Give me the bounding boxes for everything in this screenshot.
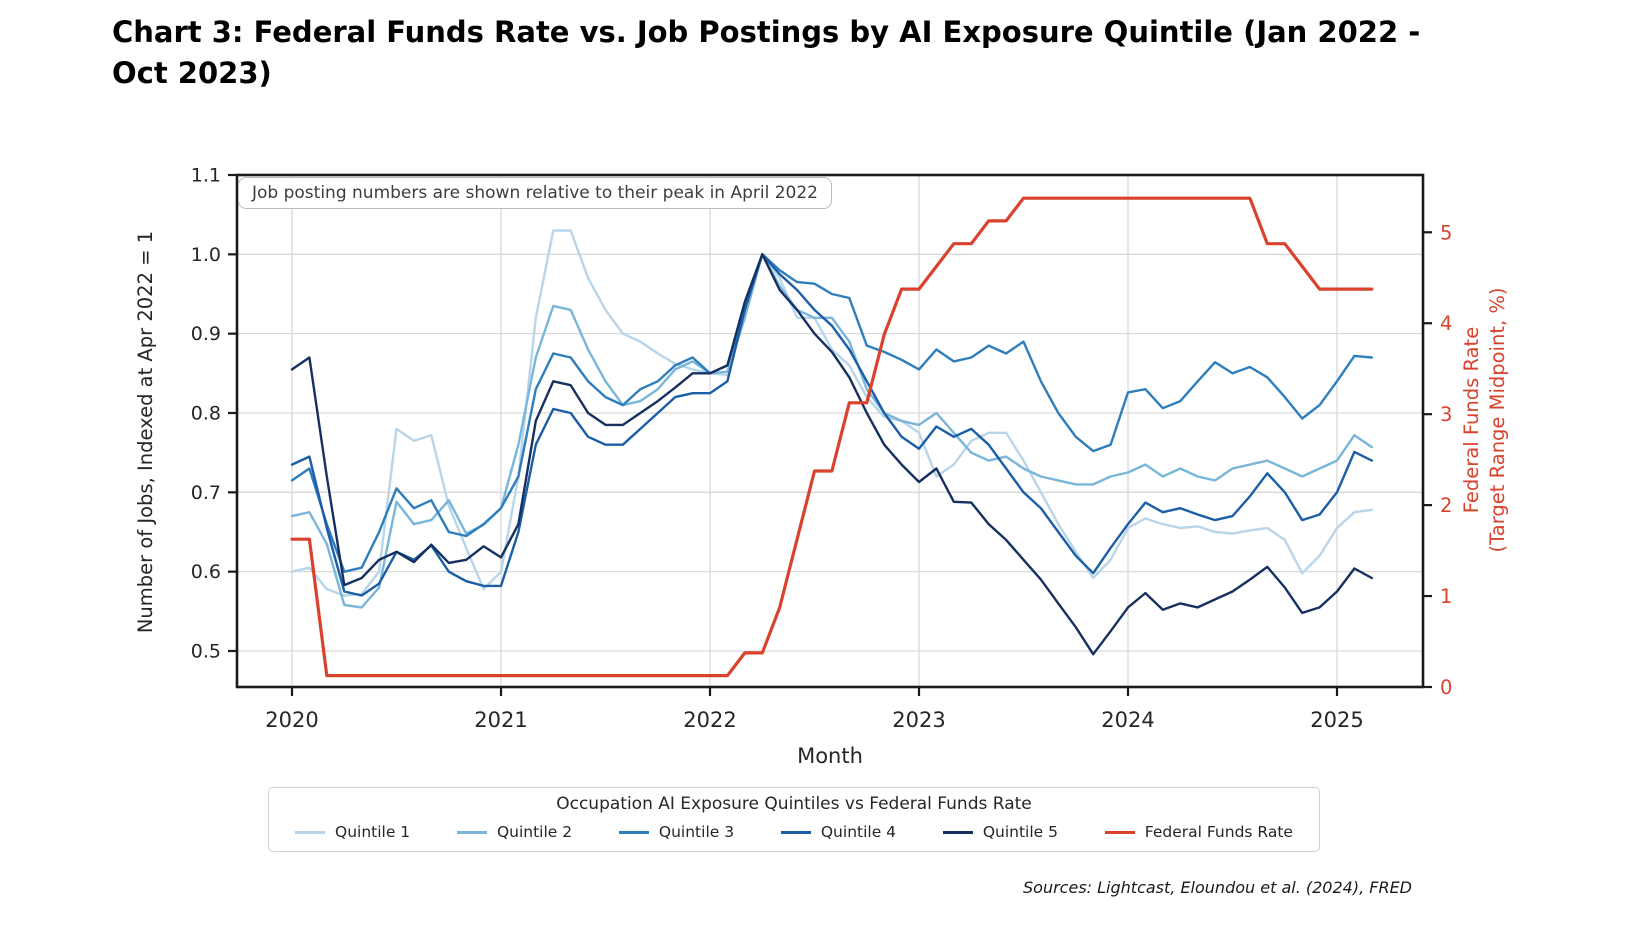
tick-label-right: 1 xyxy=(1440,585,1452,608)
tick-label-left: 0.9 xyxy=(191,323,221,345)
tick-label-right: 0 xyxy=(1440,676,1452,699)
legend-item-quintile-2: Quintile 2 xyxy=(456,823,573,841)
series-line-quintile-5 xyxy=(290,253,1374,656)
legend-swatch-quintile-3 xyxy=(618,830,649,834)
tick-label-left: 0.6 xyxy=(191,561,221,583)
tick-label-year: 2021 xyxy=(474,708,527,732)
annotation-box: Job posting numbers are shown relative t… xyxy=(238,177,832,209)
legend-label-quintile-4: Quintile 4 xyxy=(820,823,897,841)
y-axis-label-right: Federal Funds Rate (Target Range Midpoin… xyxy=(1459,120,1511,720)
legend-label-quintile-1: Quintile 1 xyxy=(335,823,411,841)
tick-label-year: 2024 xyxy=(1101,708,1154,732)
tick-label-right: 4 xyxy=(1440,312,1452,335)
annotation-text: Job posting numbers are shown relative t… xyxy=(252,183,818,203)
legend-label-quintile-5: Quintile 5 xyxy=(982,823,1058,841)
page-title: Chart 3: Federal Funds Rate vs. Job Post… xyxy=(112,15,1421,90)
series-line-federal-funds-rate xyxy=(290,196,1374,678)
legend-swatch-quintile-2 xyxy=(456,830,487,834)
tick-label-year: 2020 xyxy=(265,708,318,732)
sources-note: Sources: Lightcast, Eloundou et al. (202… xyxy=(1023,878,1412,897)
x-axis-label: Month xyxy=(797,744,863,768)
tick-label-year: 2022 xyxy=(683,708,736,732)
plot-border xyxy=(235,173,1425,689)
legend-item-quintile-3: Quintile 3 xyxy=(618,823,735,841)
legend-items: Quintile 1 Quintile 2 Quintile 3 Quintile 4… xyxy=(269,823,1319,841)
y-axis-label-right-line2: (Target Range Midpoint, %) xyxy=(1486,287,1509,553)
series-line-quintile-2 xyxy=(290,253,1374,609)
legend-title: Occupation AI Exposure Quintiles vs Fede… xyxy=(556,794,1032,814)
legend-label-quintile-3: Quintile 3 xyxy=(658,823,735,841)
tick-label-left: 0.5 xyxy=(191,640,221,662)
legend-swatch-quintile-1 xyxy=(295,830,325,834)
legend-item-federal-funds-rate: Federal Funds Rate xyxy=(1104,823,1293,841)
y-axis-label-right-line1: Federal Funds Rate xyxy=(1460,326,1483,514)
legend-label-federal-funds-rate: Federal Funds Rate xyxy=(1144,823,1293,841)
legend: Occupation AI Exposure Quintiles vs Fede… xyxy=(268,787,1320,852)
tick-label-right: 3 xyxy=(1440,403,1452,426)
legend-swatch-quintile-4 xyxy=(780,830,811,834)
legend-swatch-quintile-5 xyxy=(942,830,973,834)
tick-label-left: 0.8 xyxy=(191,402,221,424)
tick-label-right: 5 xyxy=(1440,221,1452,244)
tick-label-right: 2 xyxy=(1440,494,1452,517)
tick-label-year: 2025 xyxy=(1310,708,1363,732)
legend-label-quintile-2: Quintile 2 xyxy=(496,823,573,841)
series-line-quintile-1 xyxy=(290,229,1374,597)
series-line-quintile-4 xyxy=(290,253,1374,597)
tick-label-left: 1.1 xyxy=(191,165,221,187)
series-line-quintile-3 xyxy=(290,253,1374,573)
legend-item-quintile-4: Quintile 4 xyxy=(780,823,897,841)
legend-item-quintile-1: Quintile 1 xyxy=(295,823,410,841)
tick-label-left: 0.7 xyxy=(191,482,221,504)
tick-label-year: 2023 xyxy=(892,708,945,732)
legend-swatch-federal-funds-rate xyxy=(1104,830,1135,834)
legend-item-quintile-5: Quintile 5 xyxy=(942,823,1058,841)
y-axis-label-left: Number of Jobs, Indexed at Apr 2022 = 1 xyxy=(134,230,157,634)
tick-label-left: 1.0 xyxy=(191,244,221,266)
